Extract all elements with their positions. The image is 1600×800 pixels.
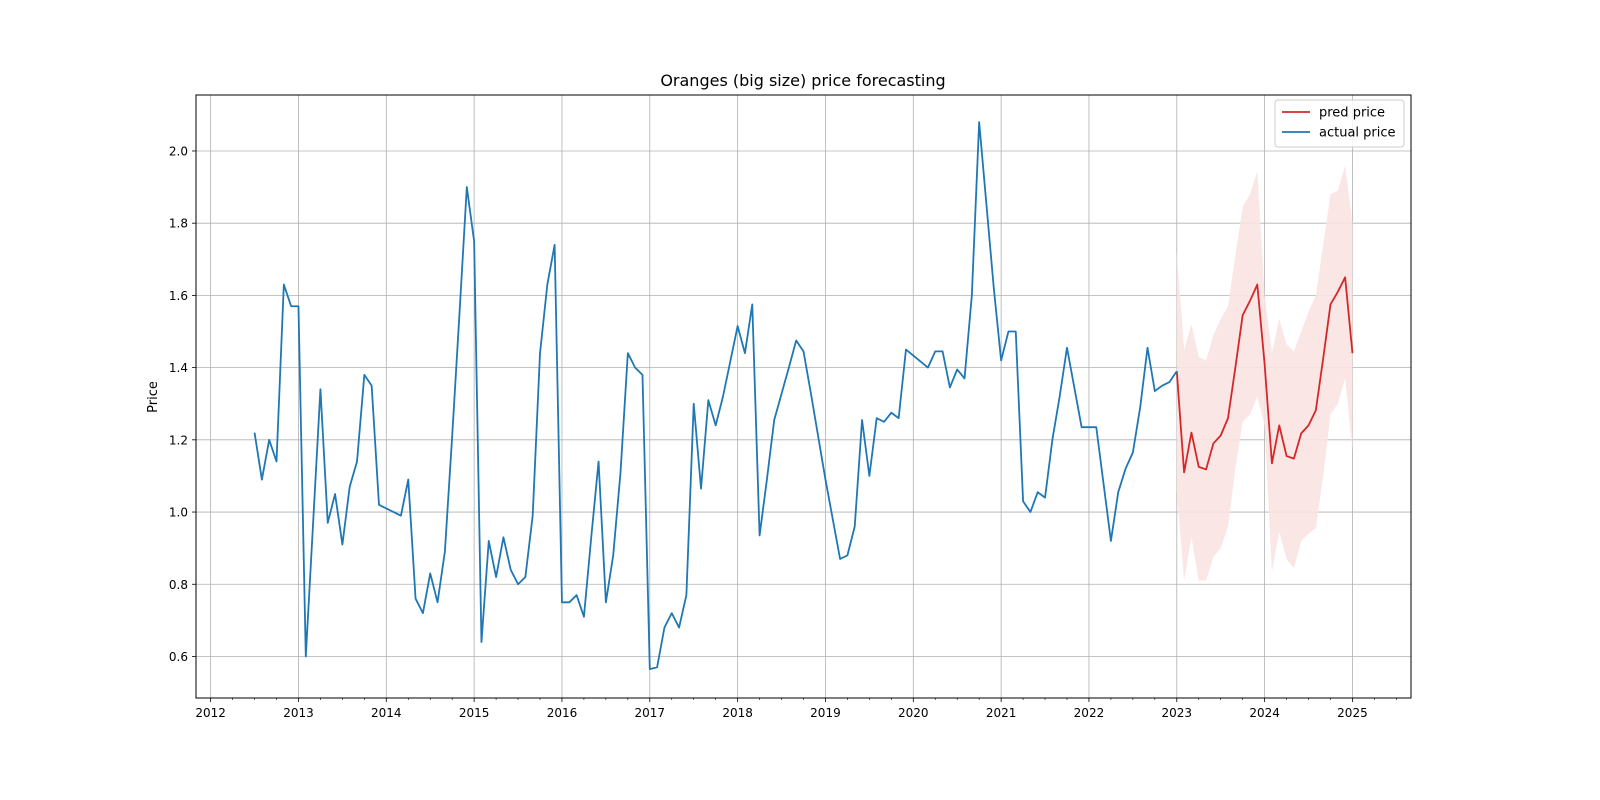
actual-price-line (253, 121, 1178, 671)
y-tick-label: 0.8 (169, 578, 188, 592)
x-tick-label: 2025 (1337, 706, 1368, 720)
x-tick-label: 2014 (371, 706, 402, 720)
y-axis-label: Price (146, 381, 161, 413)
x-tick-label: 2021 (986, 706, 1017, 720)
legend-label-actual: actual price (1319, 126, 1396, 141)
series-lines (253, 121, 1354, 671)
y-tick-label: 1.8 (169, 217, 188, 231)
x-tick-label: 2017 (635, 706, 666, 720)
pred-price-line (1175, 276, 1354, 474)
x-tick-label: 2018 (722, 706, 753, 720)
y-tick-label: 1.2 (169, 433, 188, 447)
y-axis: 0.6 0.8 1.0 1.2 1.4 1.6 1.8 2.0 (169, 144, 196, 664)
x-tick-label: 2020 (898, 706, 929, 720)
x-tick-label: 2019 (810, 706, 841, 720)
x-tick-label: 2015 (459, 706, 490, 720)
x-tick-label: 2024 (1249, 706, 1280, 720)
x-tick-label: 2013 (283, 706, 314, 720)
y-tick-label: 1.6 (169, 289, 188, 303)
legend: pred price actual price (1274, 99, 1405, 148)
x-tick-label: 2012 (195, 706, 226, 720)
x-tick-label: 2016 (547, 706, 578, 720)
x-tick-label: 2022 (1074, 706, 1105, 720)
y-tick-label: 0.6 (169, 650, 188, 664)
y-tick-label: 1.4 (169, 361, 188, 375)
y-tick-label: 2.0 (169, 144, 188, 158)
chart-title: Oranges (big size) price forecasting (660, 71, 945, 90)
y-tick-label: 1.0 (169, 506, 188, 520)
x-axis: 2012 2013 2014 2015 2016 2017 2018 2019 2020 2021… (195, 698, 1397, 720)
legend-label-pred: pred price (1319, 106, 1385, 121)
x-tick-label: 2023 (1162, 706, 1193, 720)
